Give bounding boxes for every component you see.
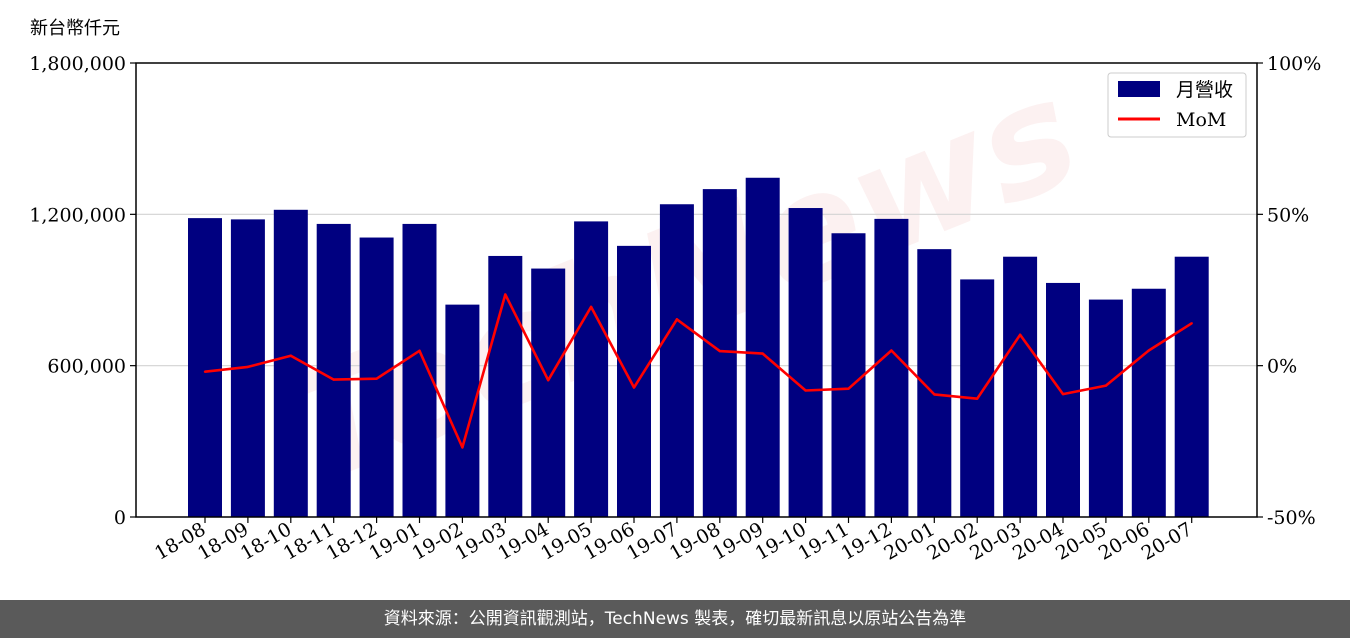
left-axis-tick-label: 600,000 xyxy=(47,356,126,378)
right-axis-tick-label: -50% xyxy=(1267,507,1316,529)
bar-19-04 xyxy=(531,268,566,517)
plot-frame xyxy=(135,62,1258,518)
bar-20-03 xyxy=(1003,256,1038,517)
right-axis-tick-label: 0% xyxy=(1267,356,1297,378)
bar-20-04 xyxy=(1046,282,1080,517)
mom-point-20-01 xyxy=(933,393,936,396)
bar-19-11 xyxy=(831,233,866,517)
bar-19-05 xyxy=(574,221,609,517)
bar-19-09 xyxy=(745,177,780,517)
mom-point-19-01 xyxy=(418,349,421,353)
revenue-chart: TechNews 0600,0001,200,0001,800,000-50%0… xyxy=(29,46,1321,565)
mom-point-19-05 xyxy=(589,305,593,309)
mom-point-20-06 xyxy=(1147,349,1151,352)
mom-point-18-08 xyxy=(203,370,207,373)
left-axis-tick-label: 1,800,000 xyxy=(29,53,126,75)
bar-19-10 xyxy=(788,208,823,517)
mom-point-19-09 xyxy=(761,352,764,355)
mom-point-18-11 xyxy=(332,378,335,381)
legend-label-mom: MoM xyxy=(1176,109,1226,131)
mom-point-19-10 xyxy=(804,389,807,392)
bar-18-08 xyxy=(188,218,222,517)
mom-point-19-06 xyxy=(632,386,636,389)
mom-point-20-07 xyxy=(1190,322,1193,325)
mom-point-19-12 xyxy=(890,349,893,352)
mom-point-20-04 xyxy=(1061,392,1065,396)
legend-label-revenue: 月營收 xyxy=(1176,79,1233,101)
mom-point-19-08 xyxy=(718,349,721,353)
bar-19-02 xyxy=(445,304,480,517)
left-axis-tick-label: 0 xyxy=(114,507,126,529)
mom-point-18-12 xyxy=(375,377,378,380)
mom-point-19-07 xyxy=(675,318,679,321)
x-axis-tick-label: 20-07 xyxy=(1138,518,1196,564)
right-axis-tick-label: 100% xyxy=(1267,53,1321,75)
mom-point-20-02 xyxy=(976,397,979,400)
bar-19-12 xyxy=(874,218,909,517)
mom-point-20-03 xyxy=(1018,333,1022,336)
legend: 月營收 MoM xyxy=(1107,72,1247,138)
bar-19-03 xyxy=(488,255,523,517)
bar-19-01 xyxy=(402,223,437,517)
mom-point-19-02 xyxy=(461,446,464,449)
bar-18-11 xyxy=(316,223,351,517)
mom-point-18-09 xyxy=(246,365,250,369)
bar-20-07 xyxy=(1174,256,1209,517)
legend-bar-swatch xyxy=(1118,81,1160,97)
left-axis-tick-label: 1,200,000 xyxy=(29,204,126,226)
mom-point-19-04 xyxy=(547,378,550,382)
mom-line-series xyxy=(203,293,1193,449)
source-footer: 資料來源：公開資訊觀測站，TechNews 製表，確切最新訊息以原站公告為準 xyxy=(0,600,1350,638)
mom-point-18-10 xyxy=(289,354,292,357)
mom-point-20-05 xyxy=(1104,384,1108,387)
mom-line xyxy=(204,293,1193,449)
bar-20-06 xyxy=(1131,288,1166,517)
mom-point-19-11 xyxy=(847,387,850,390)
y-axis-unit-label: 新台幣仟元 xyxy=(30,18,120,39)
bar-19-07 xyxy=(659,204,694,517)
mom-point-19-03 xyxy=(504,293,507,296)
right-axis-tick-label: 50% xyxy=(1267,204,1309,226)
bar-19-06 xyxy=(617,245,651,517)
bar-20-05 xyxy=(1088,299,1123,517)
